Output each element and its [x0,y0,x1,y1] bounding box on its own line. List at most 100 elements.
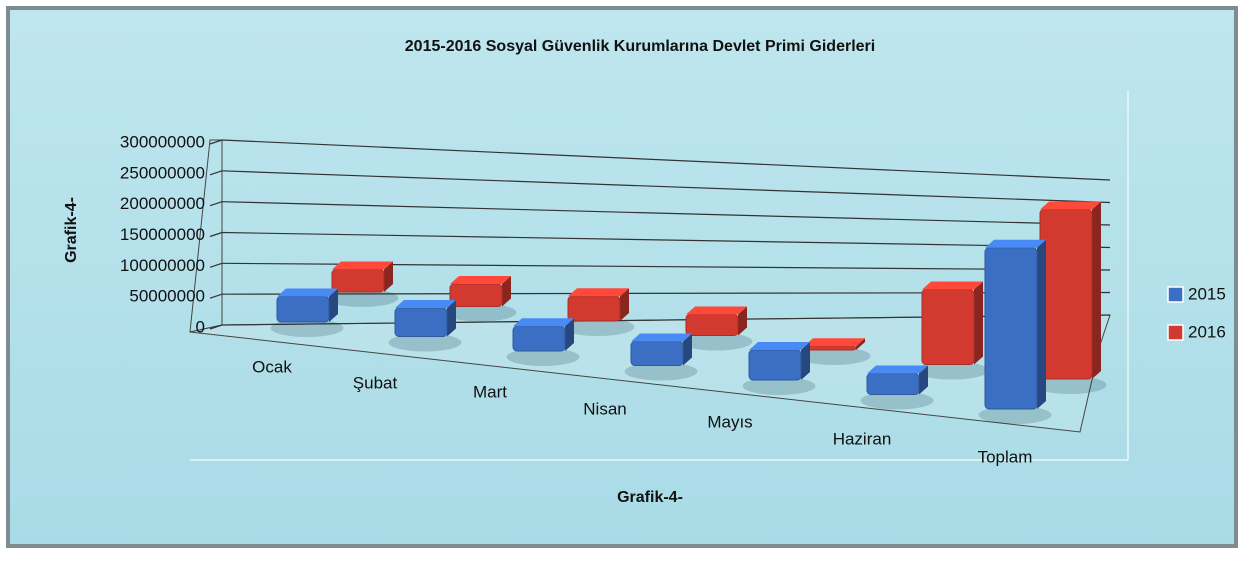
y-tick-label: 150000000 [120,225,205,244]
bar-side [384,261,393,292]
bar-group [443,276,517,322]
bar-side [502,276,511,307]
bar [512,325,566,352]
bar-top [867,365,928,374]
bar-shadow [1033,376,1107,394]
x-tick-label: Toplam [978,447,1033,466]
bar [276,296,330,323]
bar-top [513,318,574,327]
bar-shadow [797,347,871,365]
bar-group [325,261,399,307]
bar-side [919,365,928,395]
bar-group [1033,201,1107,394]
bar-group [270,288,344,337]
bar-group [624,333,698,381]
bar-group [860,365,934,410]
plot: 0 50000000 100000000 150000000 200000000 2500… [120,132,1111,466]
bar-shadow [679,332,753,351]
bar-group [388,300,462,352]
x-tick-label: Şubat [353,373,398,392]
bar-top [749,342,810,350]
bar [803,345,857,351]
bar [394,307,448,337]
grid-line [209,139,223,145]
bar-top [450,276,511,284]
bar-side [620,288,629,321]
bar-top [277,288,338,297]
y-tick-label: 0 [196,317,205,336]
bar-group [742,342,816,395]
bar [748,349,802,381]
bar-top [686,306,747,315]
bar-side [329,288,338,322]
y-tick-label: 200000000 [120,194,205,213]
bar [984,247,1038,410]
x-axis-title: Grafik-4- [617,489,683,506]
grid-line [209,170,223,176]
bar-shadow [325,289,399,307]
bar-group [915,281,989,380]
bar [1039,209,1093,380]
bar-top [395,300,456,308]
grid-line [209,231,223,238]
bar [567,295,621,322]
x-tick-label: Mart [473,382,507,401]
bar-group [797,338,871,365]
grid-line [221,170,1111,204]
bar-group [561,288,635,336]
grid-line [209,201,223,207]
bar-shadow [624,362,698,381]
bar-top [922,281,983,290]
bar-top [985,239,1046,248]
grid-line [209,293,223,299]
legend-swatch [1167,286,1184,303]
bar-shadow [860,391,934,410]
bar-shadow [915,361,989,380]
legend-label: 2015 [1188,284,1226,303]
x-tick-label: Nisan [583,399,626,418]
bar [866,373,920,395]
grid-line [221,139,1111,181]
bar-side [1037,239,1046,409]
bar [685,314,739,336]
bar-shadow [978,406,1052,424]
y-tick-label: 100000000 [120,256,205,275]
bar-top [332,261,393,270]
bar-side [801,342,810,380]
bar-side [447,300,456,337]
bar-top [631,333,692,342]
bar [449,283,503,307]
grid-line [209,324,223,330]
x-tick-label: Haziran [833,429,892,448]
bar-group [679,306,753,351]
x-tick-label: Mayıs [707,412,752,431]
bar-side [856,338,865,350]
bar-top [1040,201,1101,210]
y-axis-title: Grafik-4- [63,197,80,263]
y-tick-label: 250000000 [120,163,205,182]
bar [331,269,385,293]
bar-top [568,288,629,297]
legend-swatch [1167,324,1184,341]
bar-side [974,281,983,365]
grid-line [221,231,1111,249]
bar-shadow [506,348,580,366]
bar-group [978,239,1052,424]
bar-shadow [561,318,635,336]
bar [630,341,684,366]
bar-side [683,333,692,366]
bar-top [804,338,865,347]
legend-label: 2016 [1188,322,1226,341]
bar-group [506,318,580,366]
chart-title: 2015-2016 Sosyal Güvenlik Kurumlarına De… [405,38,875,55]
grid-line [209,262,223,268]
y-tick-label: 50000000 [129,287,205,306]
bar-side [1092,201,1101,379]
bar [921,289,975,365]
bar-side [738,306,747,336]
x-tick-label: Ocak [252,357,292,376]
y-tick-label: 300000000 [120,132,205,151]
bar-shadow [270,319,344,337]
bar-shadow [388,333,462,352]
